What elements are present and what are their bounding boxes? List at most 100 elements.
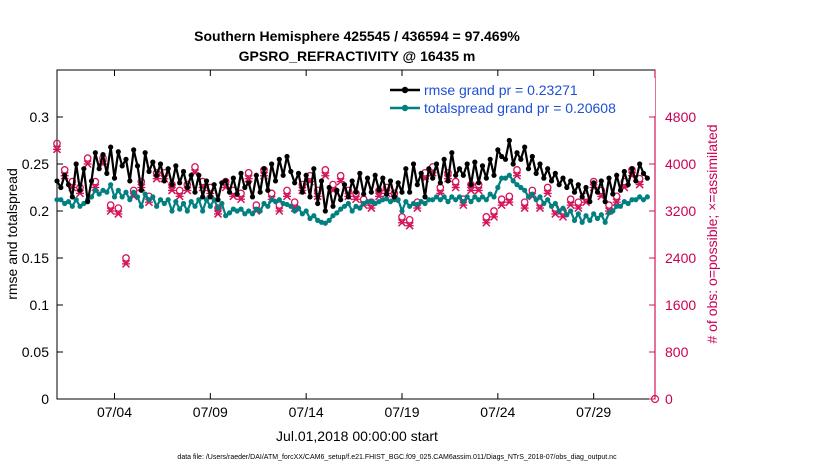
spread-point <box>219 200 225 207</box>
spread-point <box>123 189 129 195</box>
spread-point <box>460 199 466 205</box>
y-tick-label: 0.15 <box>22 250 49 266</box>
spread-point <box>545 197 551 203</box>
rmse-point <box>571 189 578 195</box>
spread-point <box>150 194 156 200</box>
spread-point <box>637 194 643 200</box>
spread-point <box>242 211 248 217</box>
rmse-point <box>418 170 424 176</box>
spread-point <box>491 194 497 200</box>
spread-point <box>552 200 558 207</box>
rmse-point <box>491 172 497 178</box>
rmse-point <box>495 147 501 153</box>
rmse-point <box>211 182 217 188</box>
spread-point <box>54 197 60 203</box>
rmse-point <box>62 172 68 178</box>
rmse-point <box>161 178 167 184</box>
spread-point <box>65 199 72 205</box>
legend-rmse-marker <box>401 86 409 94</box>
spread-point <box>529 191 535 197</box>
rmse-point <box>345 194 351 200</box>
rmse-point <box>403 166 409 172</box>
axis-corner-marker <box>650 394 660 404</box>
rmse-point <box>556 182 562 188</box>
rmse-point <box>261 166 267 172</box>
spread-point <box>330 213 336 219</box>
rmse-point <box>177 180 183 186</box>
spread-point <box>108 182 114 188</box>
spread-point <box>58 197 64 203</box>
spread-point <box>276 197 282 203</box>
spread-point <box>426 197 432 203</box>
spread-point <box>96 191 102 197</box>
rmse-point <box>640 170 647 176</box>
rmse-point <box>85 199 91 205</box>
spread-point <box>134 194 141 200</box>
spread-point <box>169 208 175 214</box>
spread-point <box>157 197 164 203</box>
rmse-point <box>146 168 152 175</box>
rmse-point <box>533 170 539 176</box>
rmse-point <box>326 184 332 191</box>
rmse-point <box>499 153 505 160</box>
rmse-point <box>284 153 290 160</box>
spread-point <box>614 203 620 209</box>
legend-rmse-label: rmse grand pr = 0.23271 <box>424 82 578 98</box>
spread-point <box>414 201 420 208</box>
rmse-point <box>460 172 466 178</box>
rmse-point <box>407 189 413 195</box>
spread-point <box>587 217 593 223</box>
spread-point <box>556 208 562 214</box>
rmse-point <box>514 150 520 156</box>
y-tick-label: 0 <box>41 391 49 407</box>
rmse-point <box>568 178 574 184</box>
spread-point <box>77 203 83 209</box>
spread-point <box>502 175 509 181</box>
rmse-point <box>303 172 309 178</box>
y2-tick-label: 3200 <box>665 203 696 219</box>
spread-point <box>311 213 317 219</box>
x-axis: 07/04 07/09 07/14 07/19 07/24 07/29 <box>97 70 611 420</box>
rmse-point <box>96 166 102 172</box>
spread-point <box>537 194 543 200</box>
rmse-point <box>353 189 359 195</box>
rmse-point <box>223 178 229 184</box>
rmse-point <box>633 178 639 184</box>
rmse-point <box>422 194 428 200</box>
legend-spread-marker <box>401 104 409 112</box>
spread-point <box>483 197 489 203</box>
rmse-point <box>617 187 624 193</box>
rmse-point <box>426 166 432 172</box>
series-lines <box>54 137 650 226</box>
legend-spread-label: totalspread grand pr = 0.20608 <box>424 100 616 116</box>
rmse-point <box>207 194 213 200</box>
spread-point <box>433 194 440 200</box>
spread-point <box>104 189 110 195</box>
rmse-point <box>487 156 493 162</box>
spread-point <box>349 208 355 214</box>
spread-point <box>560 205 566 211</box>
rmse-point <box>410 161 417 167</box>
rmse-point <box>606 175 612 181</box>
spread-point <box>257 208 263 214</box>
rmse-point <box>414 182 420 188</box>
rmse-point <box>69 194 75 200</box>
spread-point <box>326 217 332 223</box>
rmse-point <box>315 200 321 207</box>
rmse-point <box>575 182 581 188</box>
rmse-point <box>349 178 355 184</box>
rmse-point <box>295 170 302 176</box>
spread-point <box>211 197 217 203</box>
rmse-point <box>464 161 470 167</box>
rmse-point <box>334 187 340 193</box>
spread-point <box>261 200 267 207</box>
spread-point <box>399 208 405 214</box>
spread-point <box>88 194 95 200</box>
rmse-point <box>598 178 604 184</box>
x-tick-label: 07/04 <box>97 404 132 420</box>
rmse-point <box>522 144 528 150</box>
spread-point <box>602 219 608 225</box>
spread-point <box>115 187 121 193</box>
plot-area <box>56 69 656 400</box>
spread-point <box>364 199 371 205</box>
